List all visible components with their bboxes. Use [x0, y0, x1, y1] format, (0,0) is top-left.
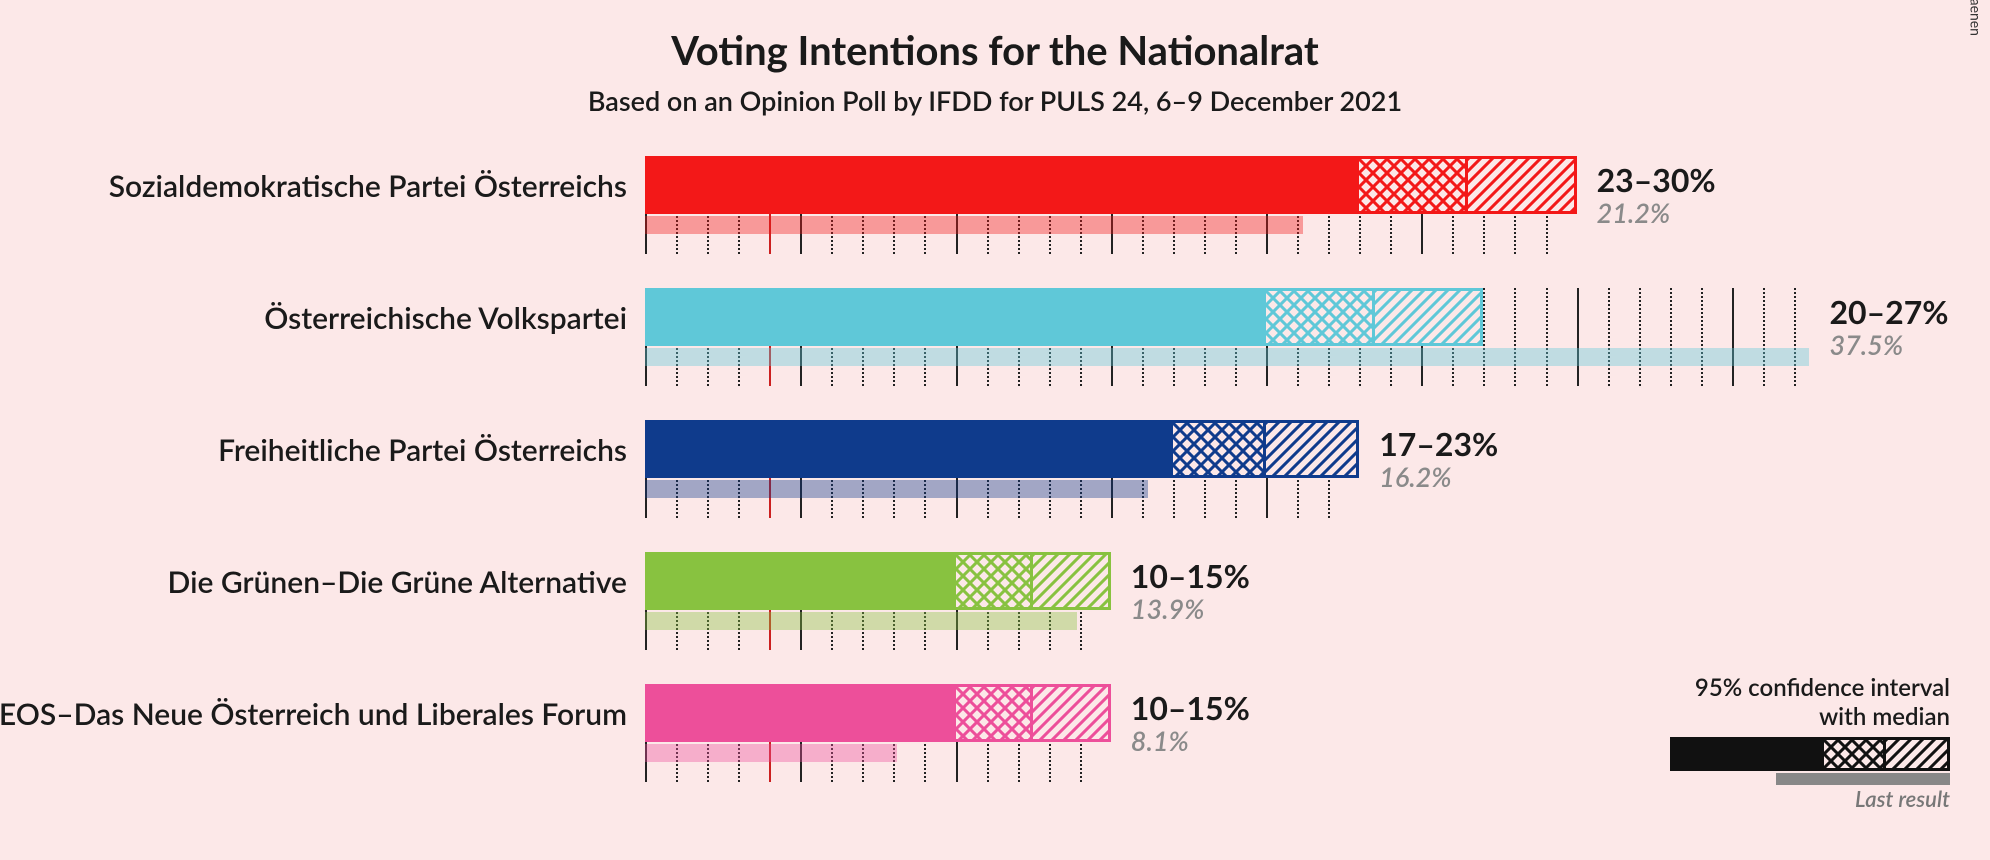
last-result-bar [645, 744, 897, 762]
legend-ci-bar [1670, 737, 1950, 771]
party-row: Sozialdemokratische Partei Österreichs23… [645, 156, 1825, 288]
bar-ci-crosshatch [1173, 420, 1266, 478]
party-label: Sozialdemokratische Partei Österreichs [109, 168, 645, 204]
bar-ci-crosshatch [956, 552, 1034, 610]
last-result-label: 21.2% [1597, 196, 1671, 229]
bar-solid [645, 288, 1266, 346]
last-result-bar [645, 348, 1809, 366]
party-label: Freiheitliche Partei Österreichs [218, 432, 645, 468]
party-label: Die Grünen–Die Grüne Alternative [168, 564, 645, 600]
range-label: 20–27% [1829, 292, 1948, 331]
last-result-label: 37.5% [1829, 328, 1903, 361]
range-label: 10–15% [1131, 556, 1250, 595]
party-label: Österreichische Volkspartei [264, 300, 645, 336]
bar-solid [645, 156, 1359, 214]
bar-ci-crosshatch [1266, 288, 1375, 346]
bar-ci-diagonal [1033, 684, 1111, 742]
party-row: NEOS–Das Neue Österreich und Liberales F… [645, 684, 1825, 816]
bar-solid [645, 684, 956, 742]
last-result-bar [645, 612, 1077, 630]
range-label: 17–23% [1379, 424, 1498, 463]
last-result-label: 16.2% [1379, 460, 1451, 493]
bar-ci-diagonal [1468, 156, 1577, 214]
last-result-bar [645, 216, 1303, 234]
bar-ci-crosshatch [956, 684, 1034, 742]
bar-solid [645, 552, 956, 610]
copyright-text: © 2021 Filip van Laenen [1967, 0, 1984, 36]
last-result-label: 8.1% [1131, 724, 1189, 757]
party-row: Freiheitliche Partei Österreichs17–23%16… [645, 420, 1825, 552]
range-label: 10–15% [1131, 688, 1250, 727]
legend-title-line2: with median [1670, 702, 1950, 731]
legend: 95% confidence interval with median Last… [1670, 673, 1950, 812]
party-row: Österreichische Volkspartei20–27%37.5% [645, 288, 1825, 420]
legend-last-bar [1776, 773, 1950, 785]
bar-solid [645, 420, 1173, 478]
legend-title-line1: 95% confidence interval [1670, 673, 1950, 702]
range-label: 23–30% [1597, 160, 1716, 199]
bar-ci-crosshatch [1359, 156, 1468, 214]
legend-last-label: Last result [1670, 785, 1950, 812]
bar-ci-diagonal [1033, 552, 1111, 610]
bar-ci-diagonal [1266, 420, 1359, 478]
last-result-bar [645, 480, 1148, 498]
chart-title: Voting Intentions for the Nationalrat [0, 26, 1990, 74]
chart-subtitle: Based on an Opinion Poll by IFDD for PUL… [0, 84, 1990, 117]
last-result-label: 13.9% [1131, 592, 1205, 625]
party-label: NEOS–Das Neue Österreich und Liberales F… [0, 696, 645, 732]
party-row: Die Grünen–Die Grüne Alternative10–15%13… [645, 552, 1825, 684]
chart-plot-area: Sozialdemokratische Partei Österreichs23… [645, 156, 1825, 836]
bar-ci-diagonal [1375, 288, 1484, 346]
